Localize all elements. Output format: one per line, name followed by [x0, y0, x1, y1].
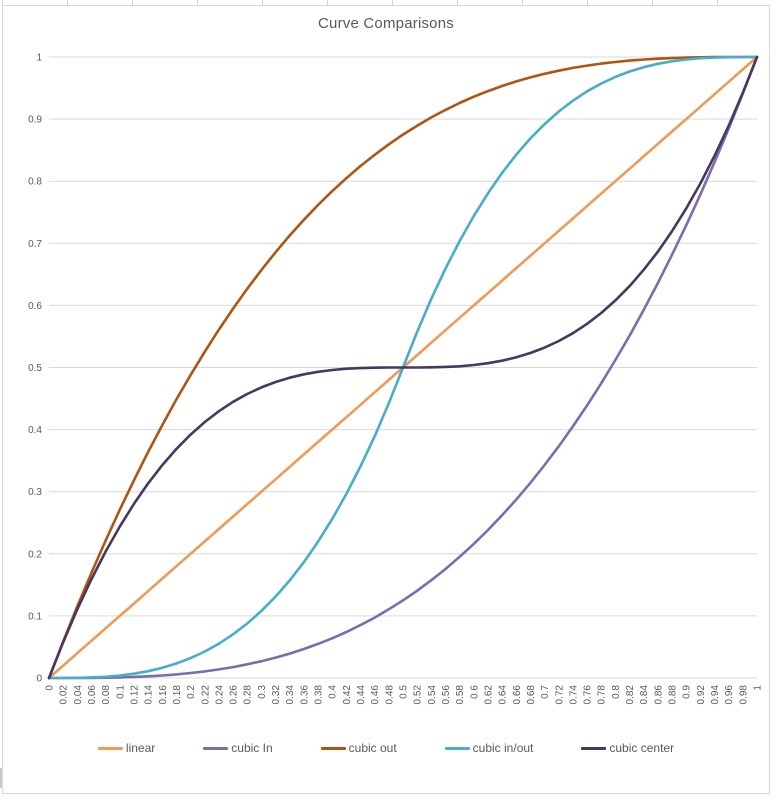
- x-tick-label: 0.34: [285, 685, 296, 705]
- legend: linear cubic In cubic out cubic in/out cubic…: [3, 737, 769, 759]
- x-tick-label: 0.24: [214, 685, 225, 705]
- x-tick-label: 0.62: [484, 685, 495, 705]
- x-tick-label: 0.1: [115, 685, 126, 699]
- y-tick-label: 0.9: [28, 115, 42, 126]
- x-tick-label: 0.5: [399, 685, 410, 699]
- y-tick-label: 0.6: [28, 301, 42, 312]
- x-tick-label: 0.08: [101, 685, 112, 705]
- y-tick-label: 0: [36, 674, 42, 685]
- y-tick-label: 0.3: [28, 487, 42, 498]
- x-tick-label: 0.44: [356, 685, 367, 705]
- legend-item-cubic-center[interactable]: cubic center: [581, 741, 674, 755]
- y-tick-label: 1: [36, 53, 42, 64]
- x-tick-label: 0.16: [158, 685, 169, 705]
- x-tick-label: 0.48: [384, 685, 395, 705]
- x-tick-label: 0.8: [611, 685, 622, 699]
- legend-swatch: [444, 746, 470, 750]
- x-tick-label: 0.02: [59, 685, 70, 705]
- x-tick-label: 0.3: [257, 685, 268, 699]
- x-tick-label: 0.92: [696, 685, 707, 705]
- x-tick-label: 0.76: [583, 685, 594, 705]
- x-tick-label: 0.04: [73, 685, 84, 705]
- x-tick-label: 0.96: [724, 685, 735, 705]
- x-tick-label: 0.06: [87, 685, 98, 705]
- y-tick-label: 0.2: [28, 549, 42, 560]
- x-tick-label: 0.12: [130, 685, 141, 705]
- x-tick-label: 0.46: [370, 685, 381, 705]
- x-tick-label: 0.18: [172, 685, 183, 705]
- series-line-cubic-in: [47, 55, 759, 680]
- x-tick-label: 0.86: [653, 685, 664, 705]
- x-tick-label: 0.52: [413, 685, 424, 705]
- x-tick-label: 0.6: [469, 685, 480, 699]
- legend-item-linear[interactable]: linear: [97, 741, 156, 755]
- x-tick-label: 0.14: [144, 685, 155, 705]
- worksheet-column-ticks: [0, 0, 780, 5]
- x-tick-label: 0.68: [526, 685, 537, 705]
- x-tick-label: 0.78: [597, 685, 608, 705]
- x-tick-label: 0.94: [710, 685, 721, 705]
- worksheet-row-tick: [0, 768, 2, 788]
- y-tick-label: 0.5: [28, 363, 42, 374]
- x-tick-label: 0.84: [639, 685, 650, 705]
- x-tick-label: 0.22: [200, 685, 211, 705]
- x-tick-label: 1: [753, 685, 764, 691]
- x-tick-label: 0.7: [540, 685, 551, 699]
- legend-label: cubic out: [348, 741, 397, 755]
- x-tick-label: 0.66: [512, 685, 523, 705]
- legend-item-cubic-in[interactable]: cubic In: [203, 741, 273, 755]
- chart[interactable]: Curve Comparisons 0 0.1 0.2 0.3 0.4 0.5 0.6 0.7…: [2, 5, 770, 794]
- x-tick-label: 0.38: [314, 685, 325, 705]
- x-tick-label: 0.98: [738, 685, 749, 705]
- x-tick-label: 0.58: [455, 685, 466, 705]
- legend-label: cubic In: [231, 741, 273, 755]
- x-tick-label: 0.32: [271, 685, 282, 705]
- legend-swatch: [203, 746, 229, 750]
- legend-label: cubic center: [609, 741, 675, 755]
- series-line-cubic-center: [47, 55, 759, 680]
- legend-item-cubic-out[interactable]: cubic out: [320, 741, 397, 755]
- legend-item-cubic-in-out[interactable]: cubic in/out: [444, 741, 534, 755]
- x-tick-label: 0.9: [682, 685, 693, 699]
- series-line-cubic-out: [47, 55, 759, 680]
- y-tick-label: 0.7: [28, 239, 42, 250]
- x-tick-label: 0.4: [328, 685, 339, 699]
- y-tick-label: 0.1: [28, 611, 42, 622]
- x-tick-label: 0: [45, 685, 56, 691]
- x-tick-label: 0.72: [554, 685, 565, 705]
- x-tick-label: 0.56: [441, 685, 452, 705]
- x-tick-label: 0.2: [186, 685, 197, 699]
- x-tick-label: 0.28: [243, 685, 254, 705]
- x-tick-label: 0.54: [427, 685, 438, 705]
- y-tick-label: 0.8: [28, 177, 42, 188]
- x-tick-label: 0.42: [342, 685, 353, 705]
- x-tick-label: 0.26: [229, 685, 240, 705]
- x-tick-label: 0.82: [625, 685, 636, 705]
- chart-title: Curve Comparisons: [318, 15, 454, 32]
- x-tick-label: 0.36: [299, 685, 310, 705]
- x-tick-label: 0.88: [668, 685, 679, 705]
- legend-swatch: [97, 746, 123, 750]
- legend-swatch: [320, 746, 346, 750]
- x-tick-label: 0.64: [498, 685, 509, 705]
- legend-label: linear: [125, 741, 156, 755]
- x-tick-label: 0.74: [568, 685, 579, 705]
- legend-swatch: [581, 746, 607, 750]
- legend-label: cubic in/out: [472, 741, 534, 755]
- y-tick-label: 0.4: [28, 425, 42, 436]
- plot-area: 00.10.20.30.40.50.60.70.80.910 0.02 0.04 0.…: [28, 53, 764, 705]
